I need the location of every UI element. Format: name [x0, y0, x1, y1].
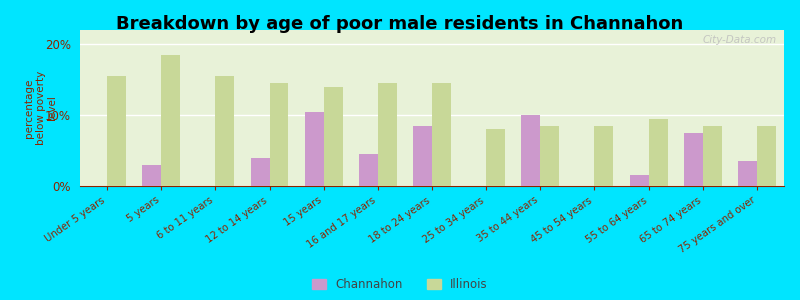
Bar: [413, 126, 432, 186]
Bar: [684, 133, 702, 186]
Y-axis label: percentage
below poverty
level: percentage below poverty level: [24, 71, 58, 145]
Legend: Channahon, Illinois: Channahon, Illinois: [312, 278, 488, 291]
Bar: [702, 126, 722, 186]
Bar: [215, 76, 234, 186]
Bar: [649, 118, 667, 186]
Bar: [270, 83, 289, 186]
Bar: [142, 165, 162, 186]
Text: City-Data.com: City-Data.com: [703, 35, 777, 45]
Bar: [162, 55, 180, 186]
Bar: [107, 76, 126, 186]
Bar: [630, 176, 649, 186]
Bar: [757, 126, 776, 186]
Bar: [738, 161, 757, 186]
Bar: [359, 154, 378, 186]
Bar: [486, 129, 505, 186]
Bar: [522, 115, 540, 186]
Bar: [305, 112, 324, 186]
Bar: [594, 126, 614, 186]
Text: Breakdown by age of poor male residents in Channahon: Breakdown by age of poor male residents …: [116, 15, 684, 33]
Bar: [432, 83, 451, 186]
Bar: [378, 83, 397, 186]
Bar: [250, 158, 270, 186]
Bar: [324, 87, 342, 186]
Bar: [540, 126, 559, 186]
